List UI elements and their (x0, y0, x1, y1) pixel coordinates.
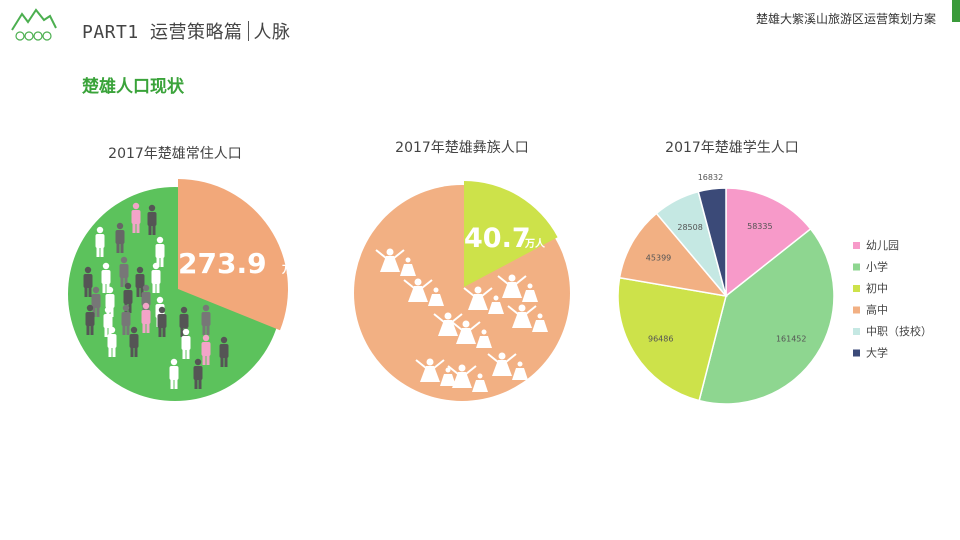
person-icon (156, 296, 164, 304)
person-icon (194, 358, 202, 366)
subsection-label: 人脉 (253, 22, 291, 43)
person-icon (96, 226, 104, 234)
legend-label: 幼儿园 (866, 239, 899, 252)
pie-slice (698, 227, 835, 405)
person-icon (142, 284, 150, 292)
legend-swatch (853, 349, 860, 357)
person-icon (132, 202, 140, 210)
person-icon (158, 306, 166, 314)
legend-label: 大学 (866, 346, 888, 360)
legend-swatch (853, 306, 860, 314)
dancer-icon (386, 248, 394, 256)
legend-label: 初中 (866, 281, 888, 295)
person-icon (106, 286, 114, 294)
legend-swatch (853, 242, 860, 249)
person-icon (142, 302, 150, 310)
person-icon (84, 266, 92, 274)
person-icon (182, 328, 190, 336)
dancer-icon (462, 320, 470, 328)
slice-value-label: 28508 (677, 223, 702, 232)
pie-students: 58335 161452 96486 45399 28508 16832 (617, 173, 835, 405)
slice-value-label: 58335 (747, 222, 772, 231)
accent-bar (952, 0, 960, 22)
dancer-icon (414, 278, 422, 286)
slice-value-label: 16832 (698, 173, 723, 182)
pie-slice (618, 212, 728, 298)
legend-label: 高中 (866, 303, 888, 317)
dancer-icon (498, 352, 506, 360)
people-figures (83, 202, 229, 389)
section-label: 运营策略篇 (150, 22, 243, 43)
dancer-icon (518, 304, 526, 312)
legend-label: 小学 (866, 260, 888, 274)
section-title: 楚雄人口现状 (82, 77, 184, 97)
unit-label-yi: 万人 (524, 237, 546, 250)
legend-swatch (853, 263, 860, 271)
legend-label: 中职（技校） (866, 324, 932, 338)
dancer-figures (375, 248, 548, 392)
chart-title-students: 2017年楚雄学生人口 (665, 140, 799, 156)
person-icon (148, 204, 156, 212)
person-icon (86, 304, 94, 312)
document-title: 楚雄大紫溪山旅游区运营策划方案 (755, 12, 936, 26)
value-label-yi: 40.7 (464, 223, 531, 254)
value-label-resident: 273.9 (178, 247, 267, 280)
person-icon (152, 262, 160, 270)
slice-value-label: 161452 (776, 334, 807, 343)
pie-highlight-yi (464, 180, 558, 287)
person-icon (92, 286, 100, 294)
person-icon (130, 326, 138, 334)
person-icon (120, 256, 128, 264)
pie-slice (617, 276, 727, 402)
slice-value-label: 96486 (648, 334, 673, 343)
person-icon (220, 336, 228, 344)
person-icon (108, 326, 116, 334)
person-icon (136, 266, 144, 274)
pie-slice (725, 187, 812, 298)
unit-label-resident: 万人 (281, 263, 303, 276)
header-divider (247, 21, 249, 41)
person-icon (202, 334, 210, 342)
slice-value-label: 45399 (646, 253, 671, 262)
chart-title-yi: 2017年楚雄彝族人口 (395, 140, 529, 156)
part-label: PART1 (82, 22, 139, 43)
person-icon (122, 304, 130, 312)
legend-swatch (853, 285, 860, 292)
person-icon (180, 306, 188, 314)
person-icon (116, 222, 124, 230)
legend-swatch (853, 328, 860, 335)
dancer-icon (508, 274, 516, 282)
dancer-icon (426, 358, 434, 366)
pie-slice (697, 187, 727, 297)
chart-title-resident: 2017年楚雄常住人口 (108, 146, 242, 162)
dancer-icon (474, 286, 482, 294)
logo (11, 8, 57, 41)
person-icon (102, 262, 110, 270)
pie-highlight-resident (178, 179, 288, 331)
person-icon (170, 358, 178, 366)
person-icon (156, 236, 164, 244)
dancer-icon (444, 312, 452, 320)
dancer-icon (458, 364, 466, 372)
person-icon (202, 304, 210, 312)
person-icon (104, 306, 112, 314)
page-header: PART1 运营策略篇 人脉 (82, 18, 291, 44)
person-icon (124, 282, 132, 290)
